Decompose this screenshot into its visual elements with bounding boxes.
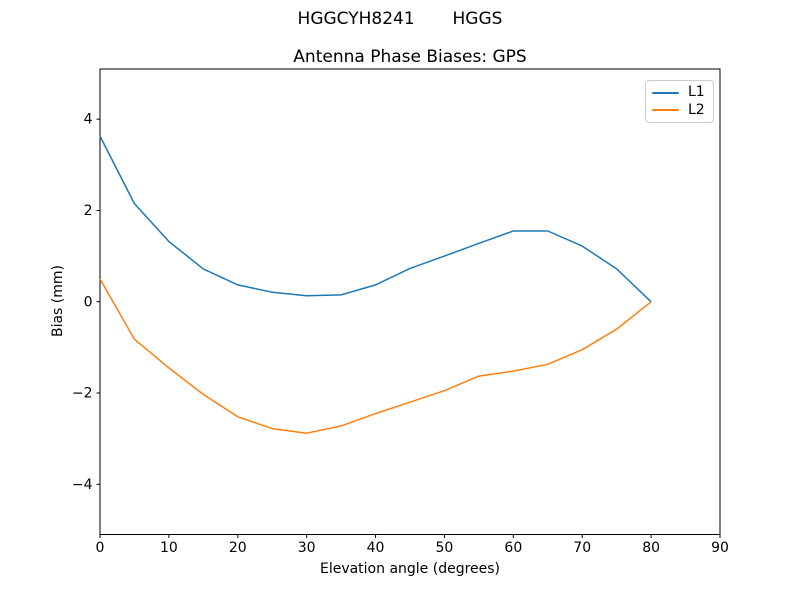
x-tick-label: 40 — [367, 540, 385, 556]
legend-line-sample-l1 — [652, 91, 679, 94]
legend-line-sample-l2 — [652, 109, 679, 112]
legend-label-l2: L2 — [688, 101, 705, 118]
x-tick-label: 80 — [642, 540, 660, 556]
chart-title: Antenna Phase Biases: GPS — [293, 47, 527, 67]
axes-frame — [99, 68, 721, 535]
x-axis-label: Elevation angle (degrees) — [319, 561, 501, 577]
y-tick-label: −4 — [72, 477, 93, 493]
x-tick-label: 30 — [298, 540, 316, 556]
legend-item-l2: L2 — [652, 102, 707, 119]
y-tick-label: −2 — [72, 386, 93, 402]
x-tick-label: 70 — [573, 540, 591, 556]
y-tick-label: 0 — [84, 294, 93, 310]
series-line-l1 — [99, 135, 652, 303]
figure-suptitle: HGGCYH8241 HGGS — [297, 9, 503, 29]
y-axis-label: Bias (mm) — [50, 264, 66, 338]
x-tick-label: 10 — [160, 540, 178, 556]
legend: L1 L2 — [645, 80, 714, 123]
x-tick-label: 20 — [229, 540, 247, 556]
x-tick-label: 60 — [504, 540, 522, 556]
y-tick-label: 2 — [84, 203, 93, 219]
series-line-l2 — [99, 278, 652, 434]
x-tick-label: 50 — [436, 540, 454, 556]
y-tick-label: 4 — [84, 112, 93, 128]
legend-label-l1: L1 — [688, 84, 705, 101]
legend-item-l1: L1 — [652, 84, 707, 101]
x-tick-label: 0 — [96, 540, 105, 556]
x-tick-label: 90 — [711, 540, 729, 556]
